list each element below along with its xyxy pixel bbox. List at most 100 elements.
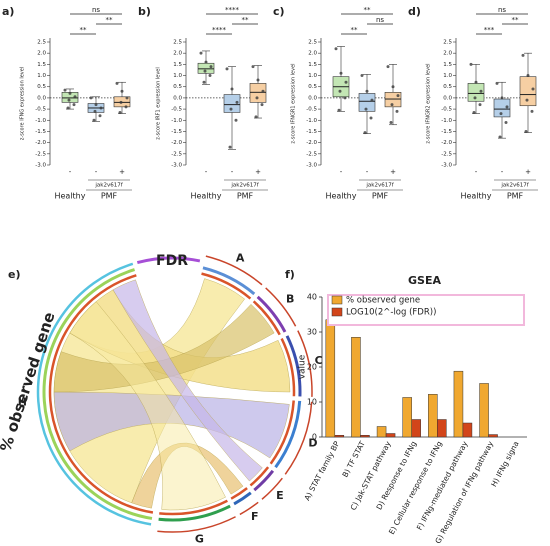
point bbox=[67, 98, 71, 102]
point bbox=[363, 131, 367, 135]
point bbox=[72, 103, 76, 107]
y-tick-label: -2.0 bbox=[171, 140, 182, 146]
y-tick-label: 0.0 bbox=[37, 95, 46, 101]
legend-label: % observed gene bbox=[346, 296, 420, 306]
point bbox=[204, 60, 208, 64]
point bbox=[338, 89, 342, 93]
y-tick-label: 1.0 bbox=[173, 73, 182, 79]
sector-far-arc bbox=[205, 255, 263, 286]
sector-outer-arc bbox=[233, 491, 252, 506]
point bbox=[526, 74, 530, 78]
y-tick-label: -2.5 bbox=[441, 151, 452, 157]
y-tick-label: 0.5 bbox=[443, 84, 452, 90]
point bbox=[396, 94, 400, 98]
sector-inner-arc bbox=[280, 337, 296, 397]
y-tick-label: 0.0 bbox=[308, 95, 317, 101]
y-tick-label: -3.0 bbox=[306, 163, 317, 169]
y-tick-label: 1.5 bbox=[173, 62, 182, 68]
significance-label: ** bbox=[242, 16, 250, 24]
point bbox=[499, 112, 503, 116]
y-tick-label: 0.0 bbox=[173, 95, 182, 101]
sector-label: D bbox=[308, 436, 317, 449]
panel-label: b) bbox=[138, 5, 151, 18]
point bbox=[89, 96, 93, 100]
sector-far-arc bbox=[284, 401, 313, 475]
bar bbox=[488, 434, 498, 438]
sector-far-arc bbox=[261, 477, 283, 500]
point bbox=[521, 53, 525, 57]
ring bbox=[136, 256, 201, 265]
y-tick-label: -0.5 bbox=[306, 107, 317, 113]
y-tick-label: -0.5 bbox=[171, 107, 182, 113]
sector-label: C bbox=[315, 354, 323, 367]
group-tick-label: - bbox=[95, 168, 98, 176]
y-axis-label: z-score IFNG expression level bbox=[20, 67, 26, 140]
sector-outer-arc bbox=[158, 504, 231, 522]
point bbox=[203, 69, 207, 73]
point bbox=[339, 71, 343, 75]
significance-label: ns bbox=[376, 16, 384, 24]
y-tick-label: -2.0 bbox=[306, 140, 317, 146]
point bbox=[391, 85, 395, 89]
legend-box bbox=[327, 294, 525, 326]
point bbox=[360, 74, 364, 78]
group-tick-label: + bbox=[525, 168, 531, 176]
panel-label: d) bbox=[408, 5, 421, 18]
panel-label: e) bbox=[8, 268, 21, 281]
y-tick-label: 2.5 bbox=[37, 40, 46, 46]
point bbox=[473, 96, 477, 100]
point bbox=[92, 118, 96, 122]
sector-label: E bbox=[276, 489, 284, 502]
factor-label: jak2v617f bbox=[500, 183, 529, 189]
y-tick-label: -0.5 bbox=[35, 107, 46, 113]
legend-swatch bbox=[331, 295, 343, 305]
y-tick-label: -1.0 bbox=[171, 118, 182, 124]
box bbox=[249, 83, 267, 103]
y-tick-label: -3.0 bbox=[171, 163, 182, 169]
y-tick-label: -2.5 bbox=[306, 151, 317, 157]
significance-label: *** bbox=[484, 26, 495, 34]
y-tick-label: -1.5 bbox=[171, 129, 182, 135]
ring bbox=[36, 262, 152, 526]
y-tick-label: 2.0 bbox=[443, 51, 452, 57]
factor-label: jak2v617f bbox=[230, 183, 259, 189]
sector-inner-arc bbox=[48, 274, 154, 514]
significance-label: ** bbox=[80, 26, 88, 34]
point bbox=[115, 81, 119, 85]
bar bbox=[428, 394, 438, 438]
significance-label: ** bbox=[364, 6, 372, 14]
sector-outer-arc bbox=[256, 295, 287, 333]
significance-label: ns bbox=[498, 6, 506, 14]
group-tick-label: - bbox=[475, 168, 478, 176]
y-tick-label: 2.0 bbox=[173, 51, 182, 57]
y-tick-label: -3.0 bbox=[441, 163, 452, 169]
point bbox=[343, 96, 347, 100]
point bbox=[234, 118, 238, 122]
point bbox=[99, 106, 103, 110]
sector-inner-arc bbox=[249, 466, 270, 487]
y-tick-label: -3.0 bbox=[35, 163, 46, 169]
point bbox=[365, 89, 369, 93]
point bbox=[260, 103, 264, 107]
y-tick-label: -1.5 bbox=[306, 129, 317, 135]
point bbox=[120, 89, 124, 93]
bar bbox=[402, 397, 412, 438]
y-tick-label: 30 bbox=[307, 328, 317, 337]
sector-inner-arc bbox=[252, 300, 281, 336]
point bbox=[478, 103, 482, 107]
box bbox=[519, 76, 537, 107]
y-tick-label: 10 bbox=[307, 398, 317, 407]
significance-label: ns bbox=[92, 6, 100, 14]
bar bbox=[351, 337, 361, 438]
panel-label: f) bbox=[285, 268, 295, 281]
point bbox=[524, 129, 528, 133]
group-tick-label: - bbox=[340, 168, 343, 176]
factor-label: jak2v617f bbox=[365, 183, 394, 189]
point bbox=[235, 100, 239, 104]
y-tick-label: 20 bbox=[307, 363, 317, 372]
y-tick-label: 2.5 bbox=[173, 40, 182, 46]
point bbox=[209, 65, 213, 69]
point bbox=[395, 109, 399, 113]
point bbox=[119, 100, 123, 104]
